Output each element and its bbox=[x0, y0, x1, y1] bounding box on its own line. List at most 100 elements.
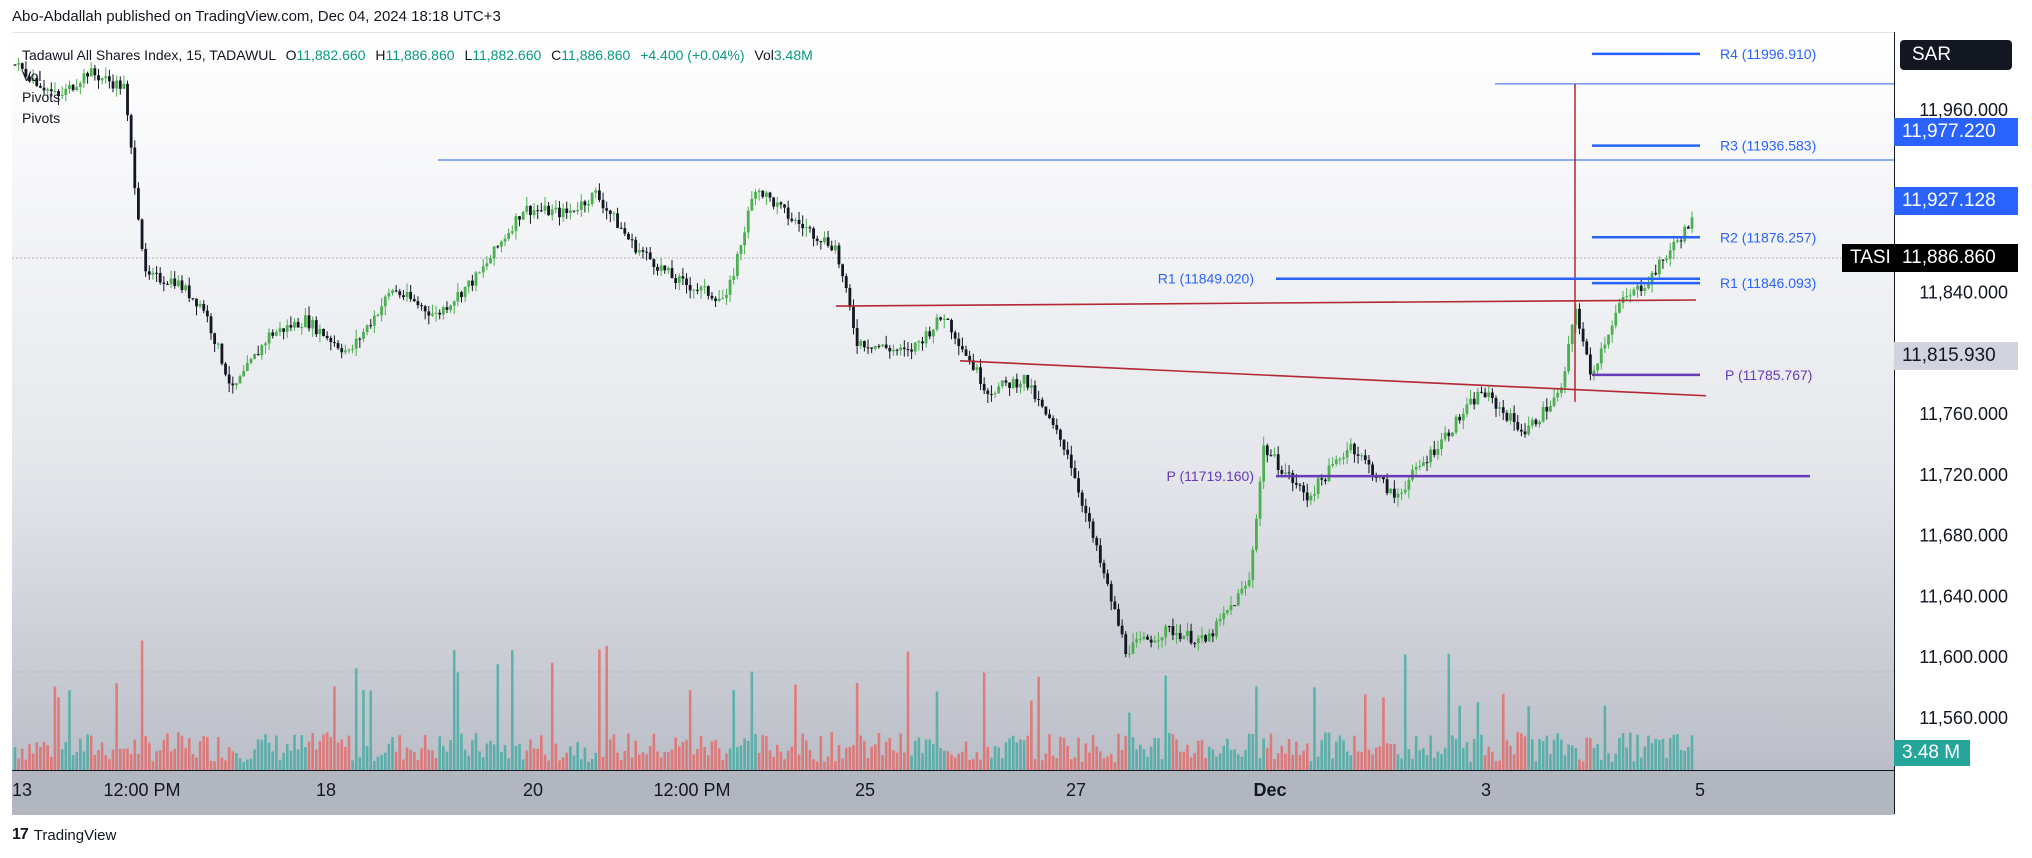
x-tick-label: 12:00 PM bbox=[103, 780, 180, 800]
candle-body bbox=[1142, 636, 1146, 639]
candle-body bbox=[441, 307, 445, 315]
candle-body bbox=[1480, 391, 1483, 393]
open-value: 11,882.660 bbox=[296, 47, 366, 63]
candle-body bbox=[133, 147, 137, 189]
volume-bar bbox=[1295, 741, 1298, 770]
close-value: 11,886.860 bbox=[561, 47, 631, 63]
candle-body bbox=[1008, 382, 1011, 388]
volume-bar bbox=[1273, 759, 1276, 770]
candle-body bbox=[1563, 371, 1567, 388]
candle-body bbox=[884, 344, 888, 348]
candle-body bbox=[39, 85, 42, 88]
volume-bar bbox=[532, 748, 536, 770]
volume-bar bbox=[1436, 751, 1440, 770]
chart-panel[interactable] bbox=[12, 32, 1894, 815]
candle-body bbox=[1088, 513, 1091, 522]
volume-bar bbox=[710, 741, 714, 770]
candle-body bbox=[311, 320, 315, 329]
candle-body bbox=[812, 228, 815, 239]
candle-body bbox=[354, 338, 358, 349]
currency-button[interactable]: SAR bbox=[1900, 40, 2012, 70]
volume-bar bbox=[765, 735, 768, 770]
volume-bar bbox=[1334, 741, 1338, 770]
candle-body bbox=[1490, 392, 1494, 399]
candle-body bbox=[1146, 636, 1149, 640]
indicator-vol[interactable]: Vol bbox=[22, 68, 42, 84]
volume-bar bbox=[1146, 756, 1149, 770]
volume-bar bbox=[1240, 756, 1244, 770]
candle-body bbox=[318, 329, 322, 335]
volume-bar bbox=[1676, 733, 1679, 770]
candle-body bbox=[71, 84, 75, 91]
candle-body bbox=[1516, 421, 1520, 430]
volume-bar bbox=[1207, 746, 1211, 770]
volume-bar bbox=[391, 737, 394, 770]
volume-bar bbox=[500, 751, 503, 770]
volume-bar bbox=[993, 746, 997, 770]
candle-body bbox=[180, 280, 184, 291]
volume-bar bbox=[369, 690, 373, 770]
candle-body bbox=[1095, 537, 1099, 546]
candle-body bbox=[612, 213, 616, 215]
pivot-label: R1 (11849.020) bbox=[1158, 271, 1254, 287]
volume-bar bbox=[667, 752, 670, 770]
candle-body bbox=[637, 250, 641, 253]
volume-bar bbox=[202, 735, 206, 770]
candle-body bbox=[93, 68, 97, 76]
indicator-pivots-2[interactable]: Pivots bbox=[22, 110, 61, 126]
volume-bar bbox=[837, 745, 841, 770]
volume-bar bbox=[659, 757, 663, 770]
footer-brand[interactable]: TradingView bbox=[33, 826, 117, 844]
time-axis[interactable] bbox=[12, 770, 1894, 815]
volume-bar bbox=[848, 747, 852, 770]
candle-body bbox=[1505, 412, 1509, 421]
volume-bar bbox=[775, 744, 779, 770]
volume-bar bbox=[434, 758, 438, 770]
indicator-pivots-1[interactable]: Pivots bbox=[22, 89, 61, 105]
candle-body bbox=[307, 315, 311, 329]
volume-bar bbox=[351, 760, 354, 770]
candle-body bbox=[86, 73, 89, 77]
volume-bar bbox=[336, 742, 340, 770]
candle-body bbox=[928, 331, 932, 337]
candle-body bbox=[1512, 413, 1516, 422]
candle-body bbox=[155, 272, 158, 274]
candle-body bbox=[376, 315, 380, 317]
candle-body bbox=[841, 264, 845, 277]
candle-body bbox=[394, 290, 398, 292]
candle-body bbox=[1636, 285, 1639, 290]
volume-bar bbox=[997, 747, 1000, 770]
volume-bar bbox=[1432, 757, 1436, 770]
candle-body bbox=[489, 258, 492, 264]
candle-body bbox=[427, 311, 431, 316]
volume-bar bbox=[608, 739, 612, 770]
candle-body bbox=[111, 81, 115, 89]
candle-body bbox=[783, 204, 786, 208]
candle-body bbox=[481, 266, 485, 273]
volume-bar bbox=[1276, 753, 1280, 770]
volume-bar bbox=[71, 755, 75, 770]
candle-body bbox=[685, 278, 688, 286]
volume-bar bbox=[438, 736, 441, 770]
candle-body bbox=[870, 347, 874, 349]
candle-body bbox=[547, 205, 550, 216]
price-axis[interactable] bbox=[1894, 32, 2021, 814]
volume-bar bbox=[957, 753, 961, 770]
candle-body bbox=[147, 271, 151, 275]
volume-bar bbox=[921, 753, 924, 770]
volume-bar bbox=[300, 735, 304, 770]
volume-bar bbox=[652, 733, 656, 770]
candle-body bbox=[1120, 625, 1124, 635]
candle-body bbox=[1672, 241, 1676, 251]
volume-bar bbox=[79, 738, 82, 770]
volume-bar bbox=[1451, 735, 1454, 770]
volume-bar bbox=[739, 745, 743, 770]
candle-body bbox=[942, 318, 946, 320]
candle-body bbox=[1255, 518, 1258, 550]
candle-body bbox=[20, 63, 24, 69]
candle-body bbox=[224, 363, 227, 375]
volume-bar bbox=[656, 751, 659, 770]
volume-bar bbox=[1509, 745, 1512, 770]
symbol-name[interactable]: Tadawul All Shares Index, 15, TADAWUL bbox=[22, 47, 276, 63]
